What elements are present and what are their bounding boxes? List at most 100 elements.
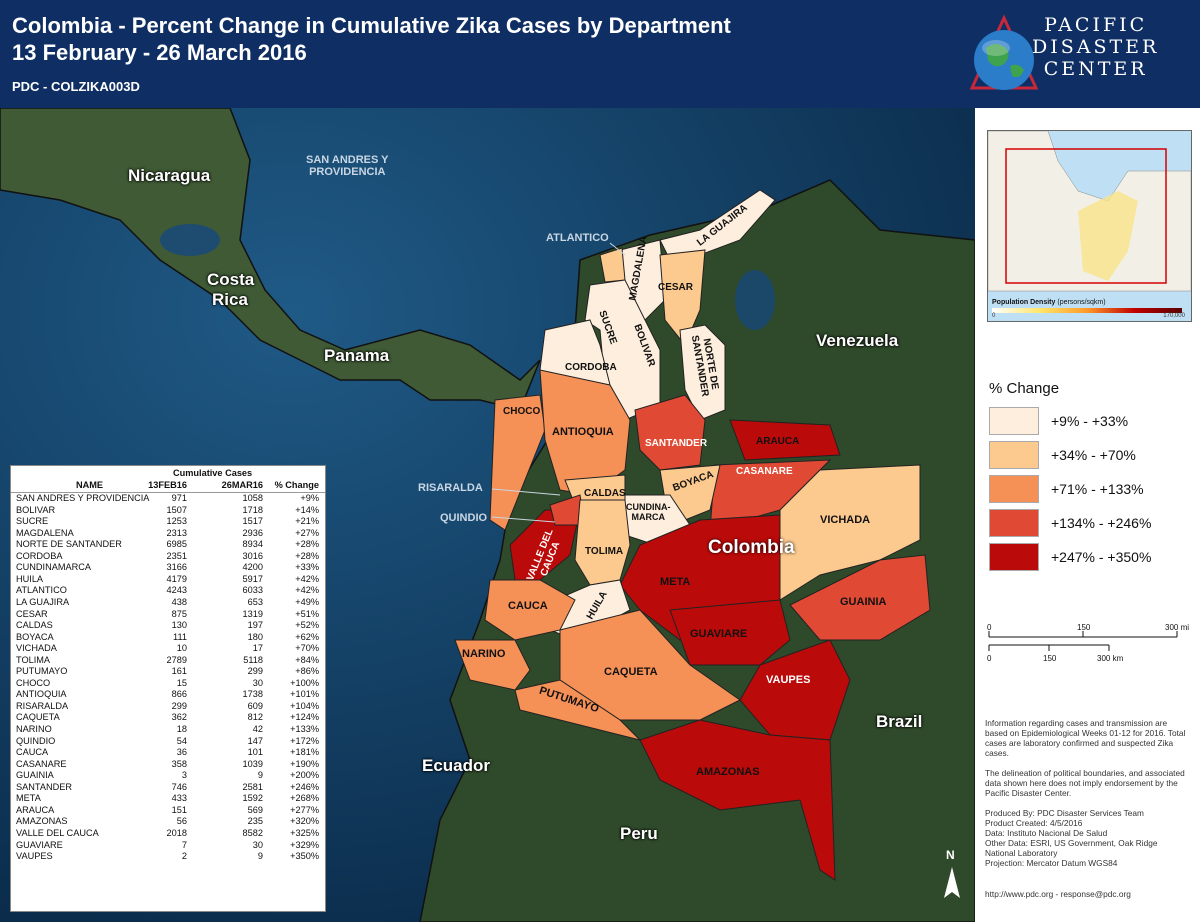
legend-label: +9% - +33%: [1051, 413, 1129, 429]
row-feb: 130: [171, 620, 187, 631]
row-mar: 4200: [242, 562, 263, 573]
label-choco: CHOCO: [503, 406, 541, 417]
table-row: BOLIVAR 1507 1718 +14%: [11, 505, 325, 517]
row-name: BOYACA: [16, 631, 54, 642]
label-peru: Peru: [620, 824, 658, 843]
row-change: +329%: [290, 839, 319, 850]
label-tolima: TOLIMA: [585, 546, 624, 557]
row-mar: 101: [247, 747, 263, 758]
row-feb: 6985: [166, 539, 187, 550]
label-venezuela: Venezuela: [816, 331, 899, 350]
row-mar: 9: [257, 770, 263, 781]
row-name: BOLIVAR: [16, 504, 56, 515]
scale-km-0: 0: [987, 654, 992, 663]
row-feb: 438: [171, 596, 187, 607]
label-caqueta: CAQUETA: [604, 666, 658, 678]
row-change: +190%: [290, 758, 319, 769]
row-mar: 1738: [242, 689, 263, 700]
row-name: TOLIMA: [16, 654, 51, 665]
label-nicaragua: Nicaragua: [128, 166, 211, 185]
row-name: RISARALDA: [16, 700, 69, 711]
footer-contact: http://www.pdc.org - response@pdc.org: [985, 889, 1131, 899]
row-feb: 151: [171, 804, 187, 815]
table-row: CAQUETA 362 812 +124%: [11, 712, 325, 724]
legend-swatch: [989, 475, 1039, 503]
label-brazil: Brazil: [876, 712, 923, 731]
row-name: CUNDINAMARCA: [16, 562, 92, 573]
row-change: +104%: [290, 700, 319, 711]
table-row: VAUPES 2 9 +350%: [11, 851, 325, 863]
label-cauca: CAUCA: [508, 600, 548, 612]
note-other-data: Other Data: ESRI, US Government, Oak Rid…: [985, 838, 1158, 858]
row-change: +9%: [300, 493, 319, 503]
callout-risaralda: RISARALDA: [418, 482, 483, 494]
row-mar: 1058: [242, 493, 263, 503]
row-mar: 653: [247, 596, 263, 607]
row-change: +14%: [295, 504, 319, 515]
row-name: CORDOBA: [16, 550, 63, 561]
table-row: SUCRE 1253 1517 +21%: [11, 516, 325, 528]
table-row: CALDAS 130 197 +52%: [11, 620, 325, 632]
logo-text: PACIFIC DISASTER CENTER: [1032, 14, 1159, 80]
scale-mi-150: 150: [1077, 623, 1091, 632]
label-guainia: GUAINIA: [840, 596, 887, 608]
row-name: ATLANTICO: [16, 585, 67, 596]
row-feb: 15: [176, 677, 187, 688]
callout-quindio: QUINDIO: [440, 512, 488, 524]
row-feb: 2789: [166, 654, 187, 665]
cases-table: Cumulative Cases NAME 13FEB16 26MAR16 % …: [10, 465, 326, 912]
row-change: +28%: [295, 550, 319, 561]
table-row: QUINDIO 54 147 +172%: [11, 736, 325, 748]
row-change: +51%: [295, 608, 319, 619]
row-mar: 1517: [242, 516, 263, 527]
table-group-header: Cumulative Cases: [11, 468, 325, 480]
label-meta: META: [660, 576, 691, 588]
row-change: +86%: [295, 666, 319, 677]
row-change: +350%: [290, 851, 319, 862]
legend-swatch: [989, 543, 1039, 571]
legend-item: +9% - +33%: [989, 407, 1189, 437]
row-mar: 30: [252, 839, 263, 850]
label-casanare: CASANARE: [736, 466, 793, 477]
row-name: AMAZONAS: [16, 816, 68, 827]
row-name: CESAR: [16, 608, 48, 619]
pop-density-label: Population Density: [992, 299, 1056, 306]
table-row: RISARALDA 299 609 +104%: [11, 701, 325, 713]
row-name: ANTIOQUIA: [16, 689, 67, 700]
row-name: VICHADA: [16, 643, 57, 654]
row-mar: 8934: [242, 539, 263, 550]
row-change: +325%: [290, 827, 319, 838]
table-row: ATLANTICO 4243 6033 +42%: [11, 585, 325, 597]
table-header-row: NAME 13FEB16 26MAR16 % Change: [11, 480, 325, 493]
inset-map: Population Density (persons/sqkm) 0 170,…: [987, 130, 1192, 322]
row-name: QUINDIO: [16, 735, 56, 746]
row-feb: 54: [176, 735, 187, 746]
col-name-header: NAME: [76, 480, 104, 490]
row-feb: 4243: [166, 585, 187, 596]
row-name: GUAVIARE: [16, 839, 63, 850]
table-row: CAUCA 36 101 +181%: [11, 747, 325, 759]
title-line-1: Colombia - Percent Change in Cumulative …: [12, 13, 731, 38]
row-mar: 6033: [242, 585, 263, 596]
callout-atlantico: ATLANTICO: [546, 232, 609, 244]
dept-amazonas: [639, 719, 836, 881]
pdc-logo: PACIFIC DISASTER CENTER: [966, 8, 1186, 103]
row-change: +49%: [295, 596, 319, 607]
row-feb: 746: [171, 781, 187, 792]
row-change: +200%: [290, 770, 319, 781]
row-feb: 10: [176, 643, 187, 654]
table-row: NARINO 18 42 +133%: [11, 724, 325, 736]
row-feb: 362: [171, 712, 187, 723]
table-row: VALLE DEL CAUCA 2018 8582 +325%: [11, 828, 325, 840]
row-feb: 56: [176, 816, 187, 827]
legend-label: +134% - +246%: [1051, 515, 1152, 531]
label-cundinamarca-2: MARCA: [631, 512, 666, 522]
row-name: VALLE DEL CAUCA: [16, 827, 99, 838]
legend-title: % Change: [989, 380, 1060, 397]
row-name: MAGDALENA: [16, 527, 74, 538]
row-change: +33%: [295, 562, 319, 573]
legend-item: +34% - +70%: [989, 441, 1189, 471]
scale-mi-300: 300 mi: [1165, 623, 1190, 632]
logo-line-2: DISASTER: [1032, 36, 1160, 58]
row-mar: 299: [247, 666, 263, 677]
